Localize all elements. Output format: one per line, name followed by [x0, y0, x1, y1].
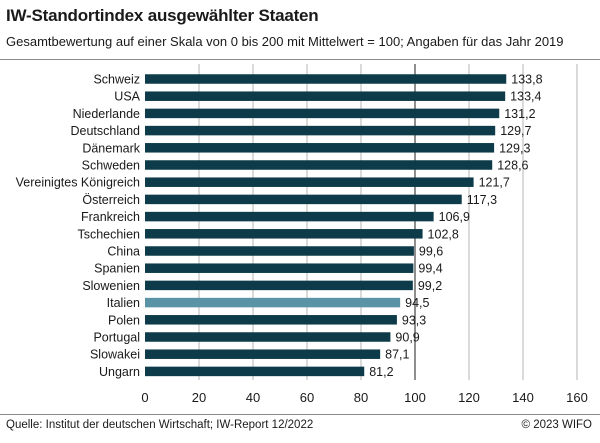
x-tick-label: 140: [512, 390, 534, 405]
category-label: China: [107, 245, 140, 259]
bar: [145, 125, 496, 136]
bar: [145, 177, 474, 187]
category-label: Niederlande: [73, 107, 140, 121]
bar: [145, 315, 397, 325]
x-tick-label: 0: [141, 390, 148, 405]
value-label: 99,2: [418, 279, 442, 293]
category-label: Vereinigtes Königreich: [16, 176, 140, 190]
category-label: Dänemark: [82, 141, 140, 155]
value-label: 133,8: [511, 73, 542, 87]
category-label: USA: [114, 90, 140, 104]
value-label: 93,3: [402, 313, 426, 327]
value-label: 128,6: [497, 159, 528, 173]
value-label: 99,4: [418, 262, 442, 276]
bar: [145, 349, 381, 359]
category-label: Italien: [107, 296, 140, 310]
category-label: Slowenien: [82, 279, 140, 293]
bar: [145, 229, 423, 239]
category-label: Deutschland: [71, 124, 141, 138]
chart-title: IW-Standortindex ausgewählter Staaten: [6, 6, 319, 25]
bottom-divider: [0, 414, 600, 415]
x-tick-label: 160: [566, 390, 588, 405]
value-label: 121,7: [479, 176, 510, 190]
value-label: 129,3: [499, 141, 530, 155]
x-tick-label: 120: [458, 390, 480, 405]
value-label: 90,9: [395, 331, 419, 345]
category-label: Österreich: [82, 193, 140, 207]
value-label: 102,8: [428, 227, 459, 241]
value-label: 87,1: [385, 348, 409, 362]
value-label: 117,3: [467, 193, 497, 207]
value-label: 133,4: [510, 90, 541, 104]
chart-subtitle: Gesamtbewertung auf einer Skala von 0 bi…: [6, 34, 564, 49]
value-label: 131,2: [504, 107, 535, 121]
x-tick-label: 20: [192, 390, 206, 405]
value-label: 94,5: [405, 296, 429, 310]
bar: [145, 91, 506, 101]
x-tick-label: 100: [404, 390, 426, 405]
bar: [145, 211, 434, 222]
category-label: Ungarn: [99, 365, 140, 379]
category-label: Tschechien: [77, 227, 140, 241]
category-label: Slowakei: [90, 348, 140, 362]
bar: [145, 280, 413, 291]
category-label: Frankreich: [81, 210, 140, 224]
bar: [145, 108, 500, 119]
bar: [145, 160, 493, 170]
value-label: 129,7: [500, 124, 531, 138]
category-label: Spanien: [94, 262, 140, 276]
category-label: Polen: [108, 313, 140, 327]
value-label: 99,6: [419, 245, 443, 259]
value-label: 106,9: [439, 210, 470, 224]
category-label: Schweiz: [93, 73, 140, 87]
copyright-note: © 2023 WIFO: [521, 419, 592, 431]
bar: [145, 246, 414, 256]
bar-chart: 0 20 40 60 80 100 120 140 160 Schweiz 133,8 USA 133,…: [16, 64, 588, 405]
bar: [145, 366, 365, 377]
top-divider: [0, 59, 600, 60]
category-label: Portugal: [93, 331, 140, 345]
bar: [145, 194, 462, 205]
bar: [145, 332, 391, 342]
bar: [145, 74, 507, 84]
bar: [145, 143, 495, 153]
x-tick-label: 40: [246, 390, 260, 405]
category-label: Schweden: [82, 159, 140, 173]
x-tick-label: 60: [300, 390, 314, 405]
x-tick-label: 80: [354, 390, 368, 405]
bar: [145, 263, 414, 273]
source-note: Quelle: Institut der deutschen Wirtschaf…: [6, 419, 314, 431]
bar: [145, 297, 401, 308]
value-label: 81,2: [369, 365, 393, 379]
